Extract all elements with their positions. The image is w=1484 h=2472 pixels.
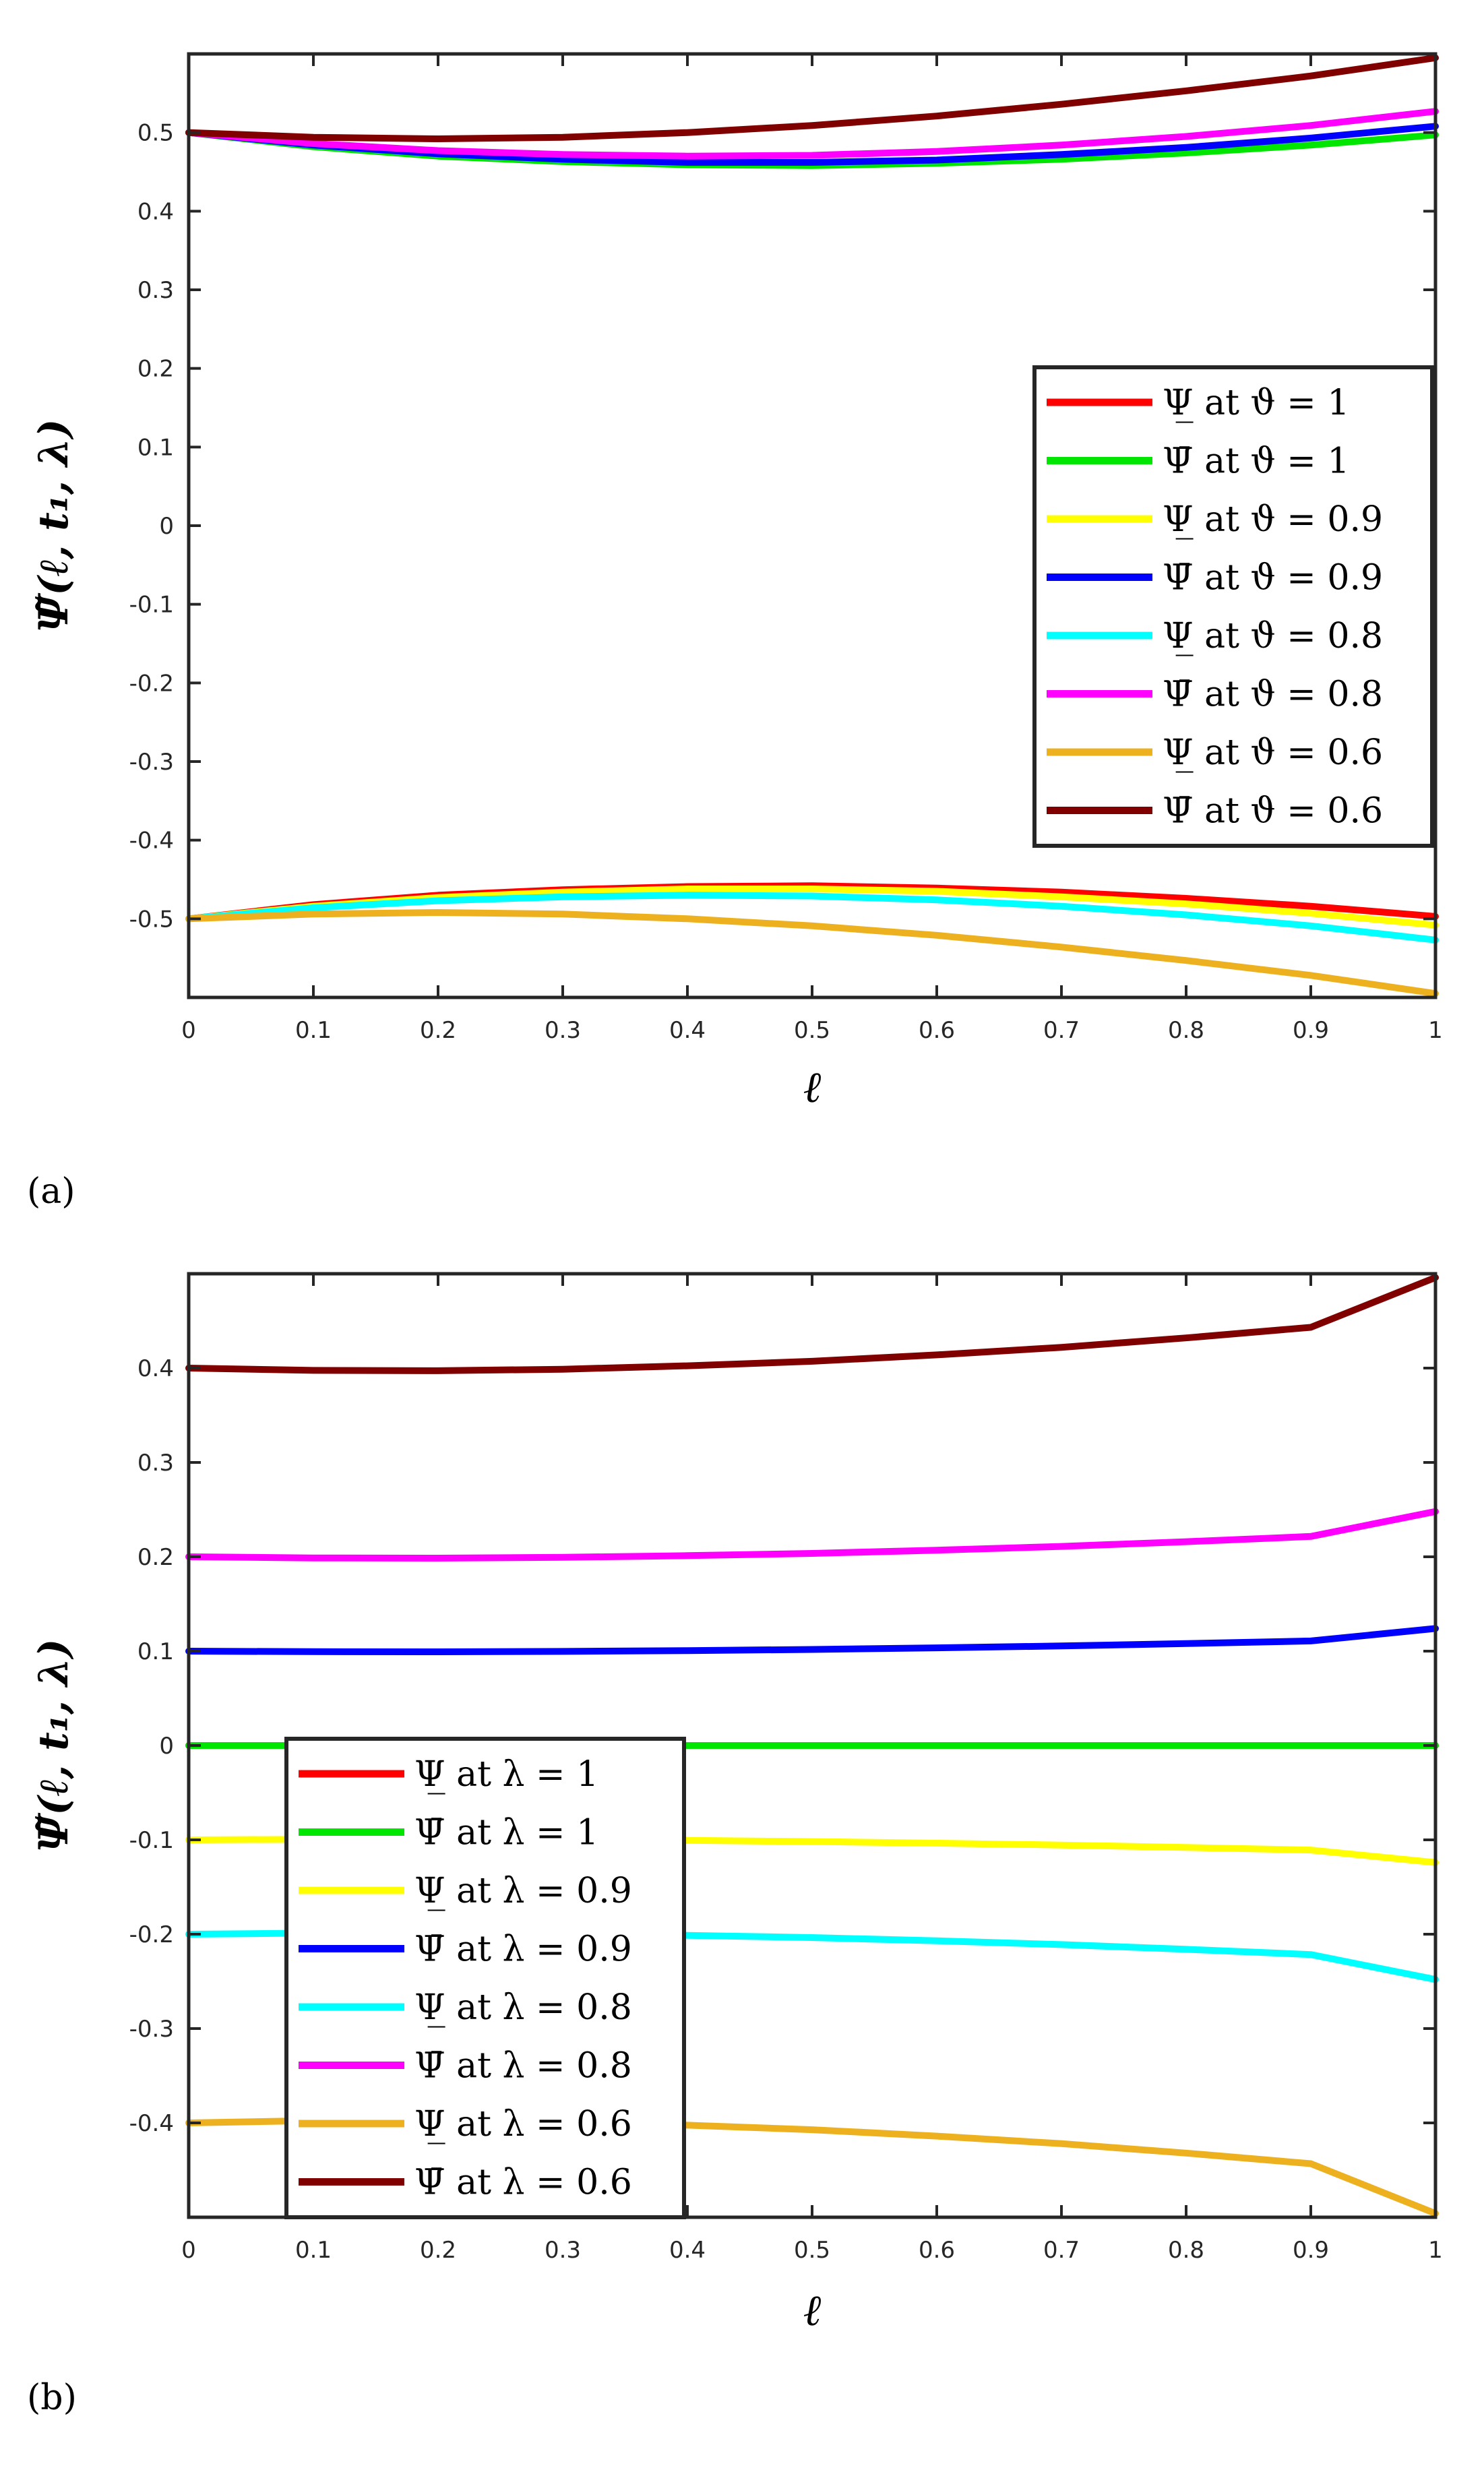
legend-entry: Ψ̲ at ϑ = 0.6 (1163, 733, 1383, 773)
y-axis-label: Ψ̃(ℓ, t₁, λ) (30, 419, 78, 633)
x-tick-label: 0.7 (1043, 1017, 1080, 1044)
legend-entry: Ψ̄ at ϑ = 0.9 (1163, 558, 1383, 598)
legend-entry: Ψ̄ at ϑ = 0.8 (1163, 675, 1383, 715)
y-tick-label: 0.4 (137, 198, 174, 225)
legend-entry: Ψ̄ at λ = 1 (414, 1813, 598, 1853)
y-axis-label: Ψ̃(ℓ, t₁, λ) (30, 1639, 78, 1853)
x-tick-label: 0.3 (545, 2237, 581, 2264)
chart-panel-b: 0 0.1 0.2 0.3 0.4 0.5 0.6 0.7 0.8 0.9 1 -0.4 -0.3 -0.… (27, 1272, 1443, 2418)
y-tick-label: 0.2 (137, 1544, 174, 1571)
x-tick-label: 0 (181, 1017, 196, 1044)
legend-entry: Ψ̲ at λ = 0.9 (414, 1871, 632, 1911)
legend-entry: Ψ̄ at λ = 0.8 (414, 2046, 632, 2087)
legend-entry: Ψ̲ at ϑ = 0.8 (1163, 616, 1383, 656)
x-axis-label: ℓ (803, 1063, 822, 1113)
panel-label: (a) (27, 1171, 75, 1212)
x-tick-label: 0 (181, 2237, 196, 2264)
legend-entry: Ψ̄ at ϑ = 1 (1163, 441, 1349, 482)
y-tick-label: -0.1 (129, 1827, 174, 1854)
y-tick-label: 0.4 (137, 1355, 174, 1382)
x-tick-label: 1 (1428, 2237, 1443, 2264)
series-line-5 (185, 108, 1439, 160)
x-tick-label: 0.4 (669, 2237, 706, 2264)
x-tick-label: 0.1 (295, 1017, 332, 1044)
y-tick-label: 0.2 (137, 356, 174, 383)
x-tick-label: 0.5 (794, 1017, 830, 1044)
legend: Ψ̲ at ϑ = 1 Ψ̄ at ϑ = 1 Ψ̲ at ϑ = 0.9 Ψ̄ at… (1032, 365, 1434, 848)
y-tick-label: -0.4 (129, 828, 174, 855)
x-tick-label: 0.8 (1168, 2237, 1204, 2264)
series-line-6 (185, 909, 1439, 997)
legend-entry: Ψ̄ at λ = 0.9 (414, 1929, 632, 1970)
legend-entry: Ψ̄ at λ = 0.6 (414, 2163, 632, 2203)
legend-box (284, 1737, 686, 2219)
series-line-7 (185, 1274, 1439, 1374)
x-tick-label: 0.7 (1043, 2237, 1080, 2264)
y-tick-label: 0 (159, 1733, 174, 1760)
x-tick-label: 1 (1428, 1017, 1443, 1044)
legend-box (1032, 365, 1434, 848)
legend-entry: Ψ̲ at λ = 1 (414, 1754, 598, 1795)
legend-entry: Ψ̲ at λ = 0.8 (414, 1987, 632, 2028)
legend-entry: Ψ̲ at λ = 0.6 (414, 2104, 632, 2144)
x-tick-label: 0.8 (1168, 1017, 1204, 1044)
y-tick-label: 0 (159, 513, 174, 540)
y-tick-label: 0.1 (137, 434, 174, 461)
y-tick-label: -0.5 (129, 906, 174, 933)
series-line-3 (185, 1625, 1439, 1655)
y-tick-label: -0.2 (129, 1921, 174, 1948)
x-tick-label: 0.2 (420, 2237, 456, 2264)
x-tick-label: 0.9 (1293, 1017, 1329, 1044)
y-tick-label: 0.5 (137, 120, 174, 147)
x-axis-label: ℓ (803, 2286, 822, 2336)
series-line-7 (185, 54, 1439, 142)
y-tick-label: 0.3 (137, 1450, 174, 1477)
x-tick-label: 0.6 (919, 2237, 955, 2264)
y-tick-label: 0.3 (137, 277, 174, 304)
series-line-5 (185, 1508, 1439, 1562)
x-tick-label: 0.2 (420, 1017, 456, 1044)
legend-entry: Ψ̄ at ϑ = 0.6 (1163, 791, 1383, 832)
series-line-4 (185, 892, 1439, 944)
x-tick-label: 0.6 (919, 1017, 955, 1044)
legend-entry: Ψ̲ at ϑ = 1 (1163, 383, 1349, 423)
y-tick-label: -0.4 (129, 2110, 174, 2137)
y-tick-label: -0.2 (129, 670, 174, 697)
y-tick-label: -0.3 (129, 2016, 174, 2043)
x-tick-label: 0.4 (669, 1017, 706, 1044)
chart-panel-a: 0 0.1 0.2 0.3 0.4 0.5 0.6 0.7 0.8 0.9 1 -0.5 -0.4 -0.… (27, 52, 1443, 1212)
x-tick-label: 0.1 (295, 2237, 332, 2264)
x-tick-label: 0.5 (794, 2237, 830, 2264)
legend-entry: Ψ̲ at ϑ = 0.9 (1163, 499, 1383, 540)
x-tick-label: 0.9 (1293, 2237, 1329, 2264)
y-tick-label: -0.3 (129, 749, 174, 776)
panel-label: (b) (27, 2378, 77, 2418)
y-tick-label: 0.1 (137, 1638, 174, 1665)
legend: Ψ̲ at λ = 1 Ψ̄ at λ = 1 Ψ̲ at λ = 0.9 Ψ̄ at… (284, 1737, 686, 2219)
y-tick-label: -0.1 (129, 592, 174, 619)
x-tick-label: 0.3 (545, 1017, 581, 1044)
